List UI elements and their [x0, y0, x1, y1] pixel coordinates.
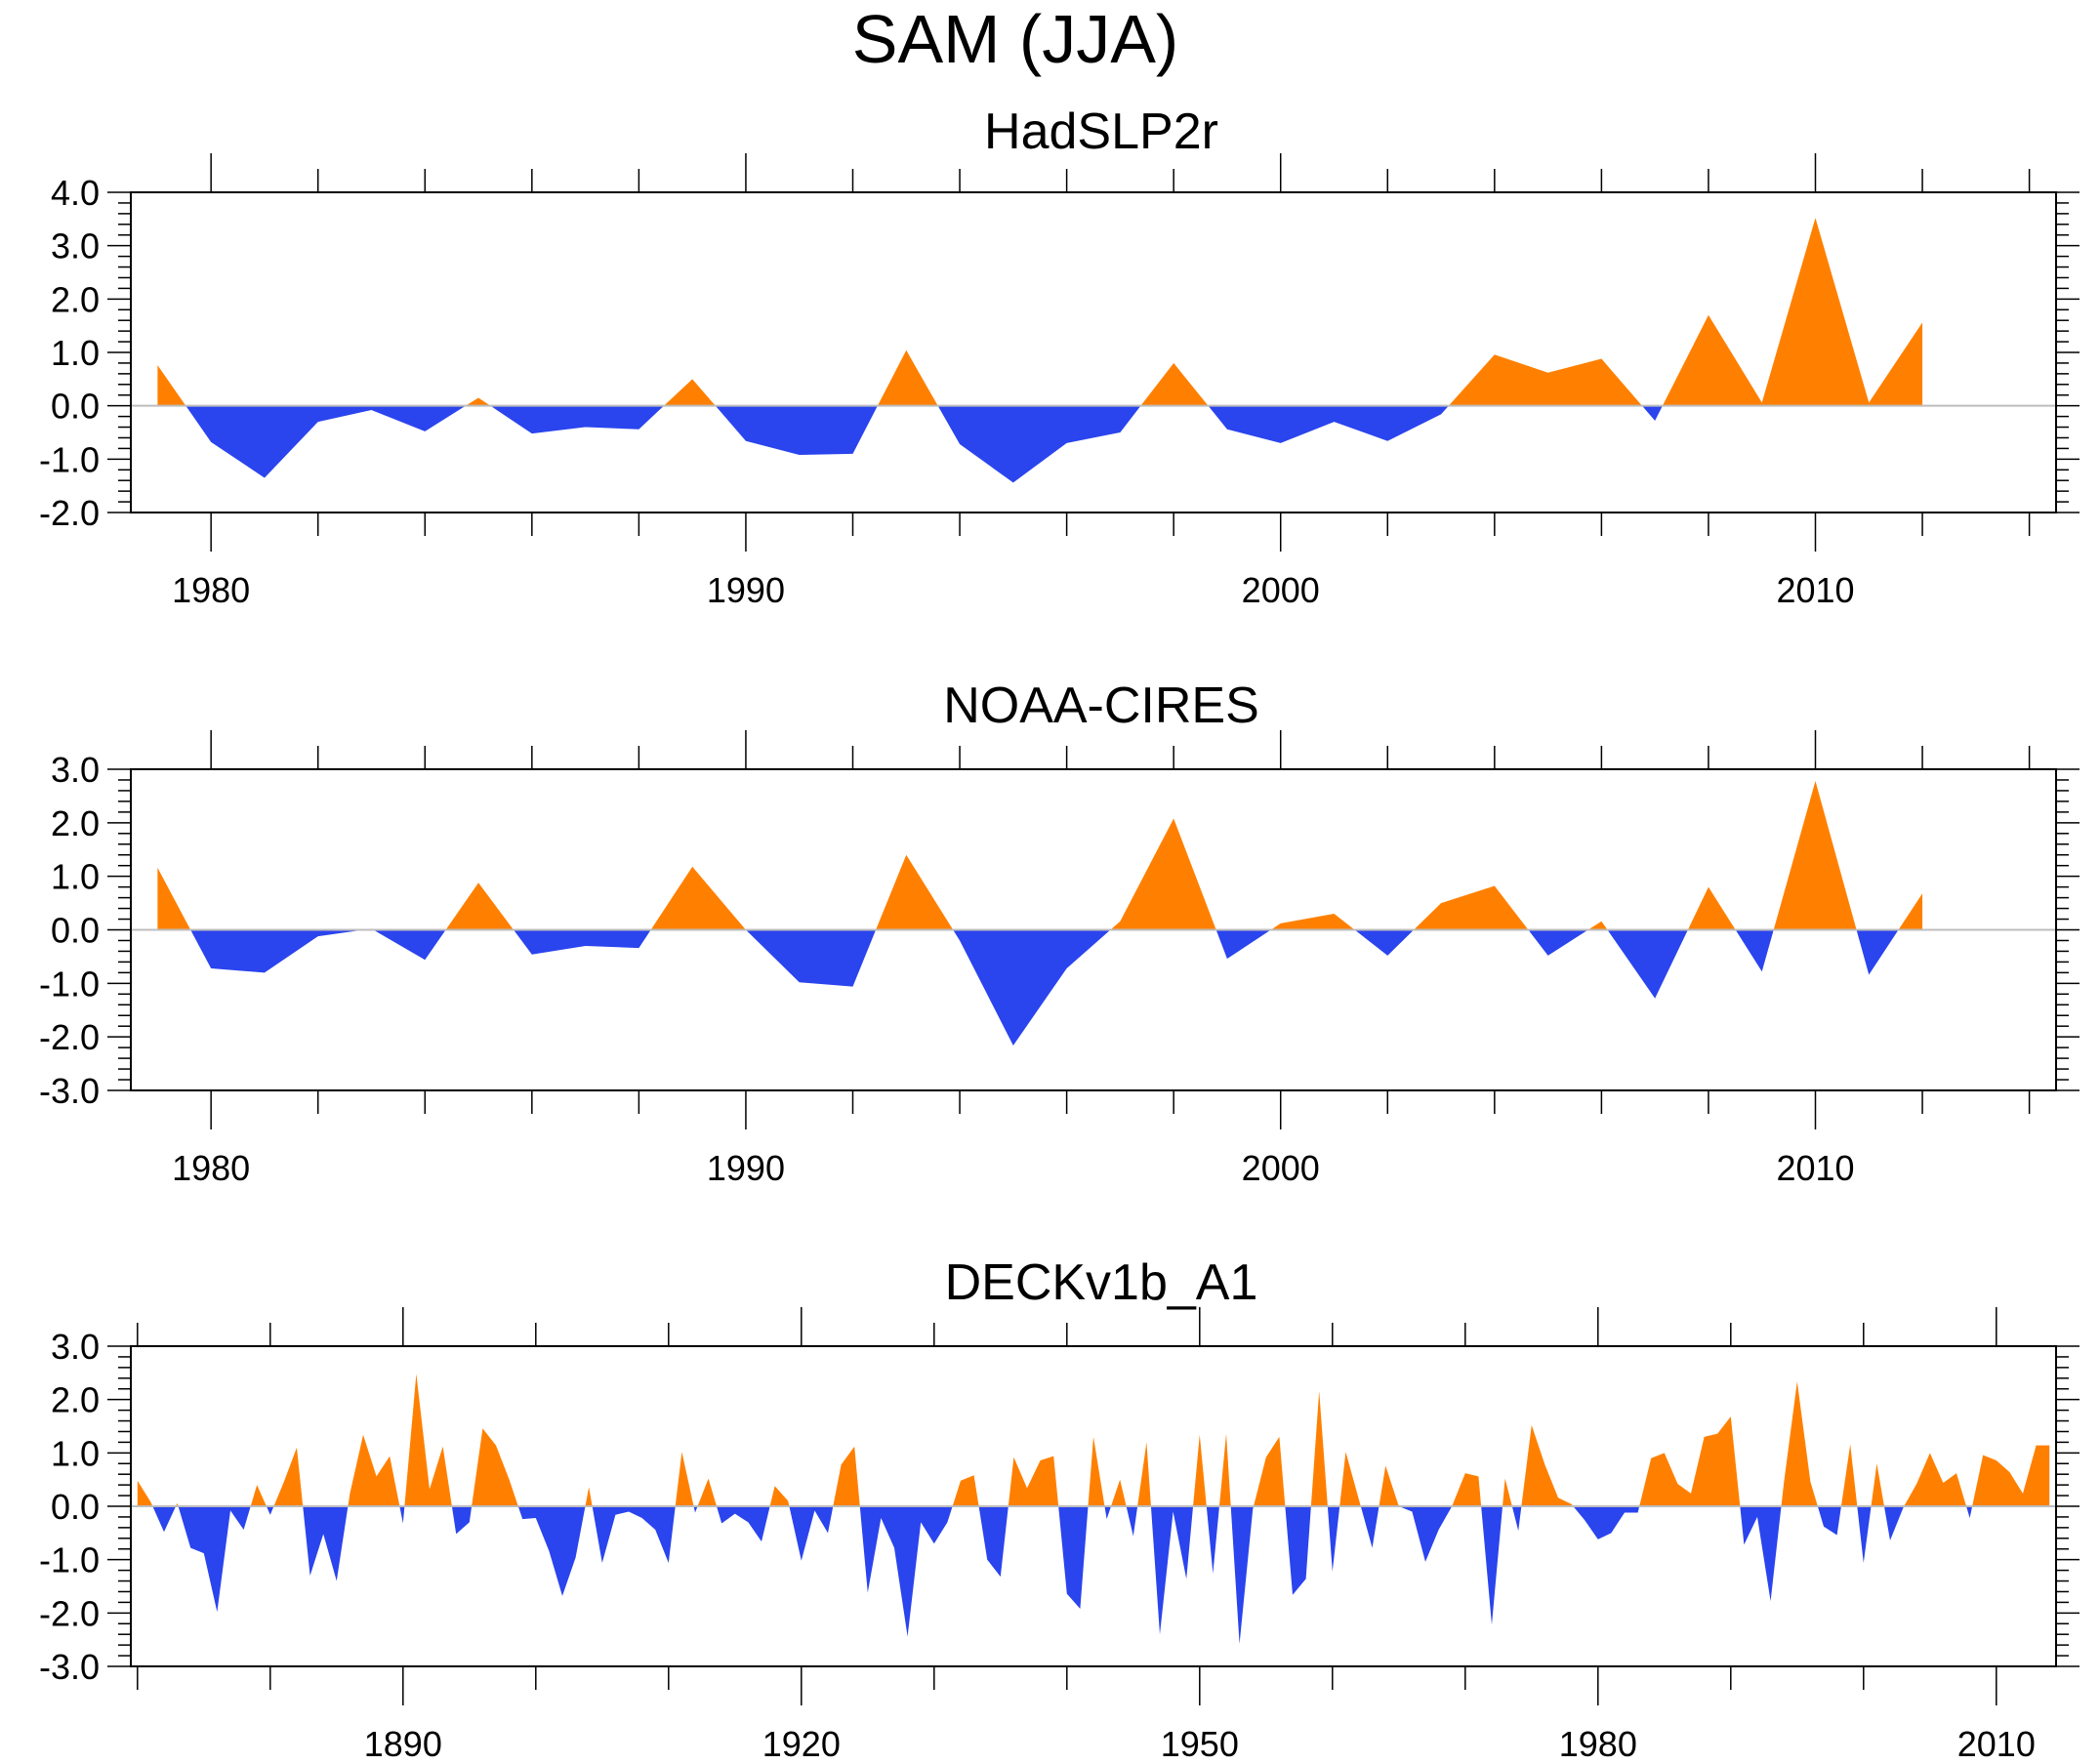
ytick-label-deckv1b-a1: -1.0: [39, 1540, 100, 1580]
xtick-label-deckv1b-a1: 1890: [364, 1724, 442, 1764]
plot-deckv1b-a1: -3.0 -2.0 -1.0 0.0 1.0 2.0 3.0 1890 1920 1950 1980…: [39, 1307, 2079, 1764]
ytick-label-deckv1b-a1: 0.0: [51, 1487, 100, 1527]
panel-hadslp2r: HadSLP2r -2.0 -1.0 0.0 1.0 2.0 3.0 4.0 1980 1990…: [39, 103, 2079, 610]
ytick-label-hadslp2r: 3.0: [51, 226, 100, 267]
ytick-label-hadslp2r: 1.0: [51, 333, 100, 373]
negative-area-noaa-cires: [157, 929, 1923, 1046]
ytick-label-hadslp2r: -1.0: [39, 439, 100, 479]
panel-title-noaa-cires: NOAA-CIRES: [943, 677, 1259, 734]
xtick-label-noaa-cires: 2010: [1776, 1148, 1854, 1188]
positive-area-deckv1b-a1: [137, 1374, 2050, 1506]
ytick-label-noaa-cires: 3.0: [51, 750, 100, 790]
ytick-label-deckv1b-a1: -2.0: [39, 1593, 100, 1633]
ytick-label-deckv1b-a1: 3.0: [51, 1327, 100, 1367]
ytick-label-noaa-cires: 1.0: [51, 857, 100, 897]
negative-area-hadslp2r: [157, 405, 1923, 483]
ytick-label-deckv1b-a1: -3.0: [39, 1647, 100, 1687]
xtick-label-hadslp2r: 2010: [1776, 570, 1854, 610]
plot-noaa-cires: -3.0 -2.0 -1.0 0.0 1.0 2.0 3.0 1980 1990 2000 2010: [39, 730, 2079, 1188]
xtick-label-deckv1b-a1: 1950: [1161, 1724, 1239, 1764]
positive-area-noaa-cires: [157, 781, 1923, 930]
positive-area-hadslp2r: [157, 218, 1923, 406]
panel-noaa-cires: NOAA-CIRES -3.0 -2.0 -1.0 0.0 1.0 2.0 3.0 1980 1…: [39, 677, 2079, 1188]
panel-title-deckv1b-a1: DECKv1b_A1: [945, 1254, 1258, 1311]
negative-area-deckv1b-a1: [137, 1506, 2050, 1645]
xtick-label-deckv1b-a1: 2010: [1957, 1724, 2036, 1764]
plot-frame-hadslp2r: [130, 191, 2057, 513]
ytick-label-hadslp2r: 4.0: [51, 173, 100, 213]
xtick-label-deckv1b-a1: 1920: [762, 1724, 841, 1764]
panel-title-hadslp2r: HadSLP2r: [984, 103, 1218, 160]
ytick-label-noaa-cires: 0.0: [51, 911, 100, 951]
xtick-label-hadslp2r: 2000: [1242, 570, 1320, 610]
plot-hadslp2r: -2.0 -1.0 0.0 1.0 2.0 3.0 4.0 1980 1990 2000 2010: [39, 153, 2079, 610]
ytick-label-hadslp2r: 0.0: [51, 387, 100, 427]
xtick-label-deckv1b-a1: 1980: [1559, 1724, 1637, 1764]
xtick-label-noaa-cires: 2000: [1242, 1148, 1320, 1188]
xtick-label-noaa-cires: 1990: [707, 1148, 785, 1188]
xtick-label-hadslp2r: 1990: [707, 570, 785, 610]
ytick-label-hadslp2r: -2.0: [39, 493, 100, 533]
ytick-label-noaa-cires: -3.0: [39, 1071, 100, 1111]
ytick-label-deckv1b-a1: 2.0: [51, 1380, 100, 1420]
ytick-label-hadslp2r: 2.0: [51, 279, 100, 319]
ytick-label-noaa-cires: -1.0: [39, 964, 100, 1004]
panel-deckv1b-a1: DECKv1b_A1 -3.0 -2.0 -1.0 0.0 1.0 2.0 3.0 1890 1…: [39, 1254, 2079, 1764]
ytick-label-noaa-cires: -2.0: [39, 1017, 100, 1057]
xtick-label-hadslp2r: 1980: [172, 570, 250, 610]
ytick-label-noaa-cires: 2.0: [51, 803, 100, 843]
ytick-label-deckv1b-a1: 1.0: [51, 1433, 100, 1473]
figure-title: SAM (JJA): [852, 1, 1178, 77]
xtick-label-noaa-cires: 1980: [172, 1148, 250, 1188]
